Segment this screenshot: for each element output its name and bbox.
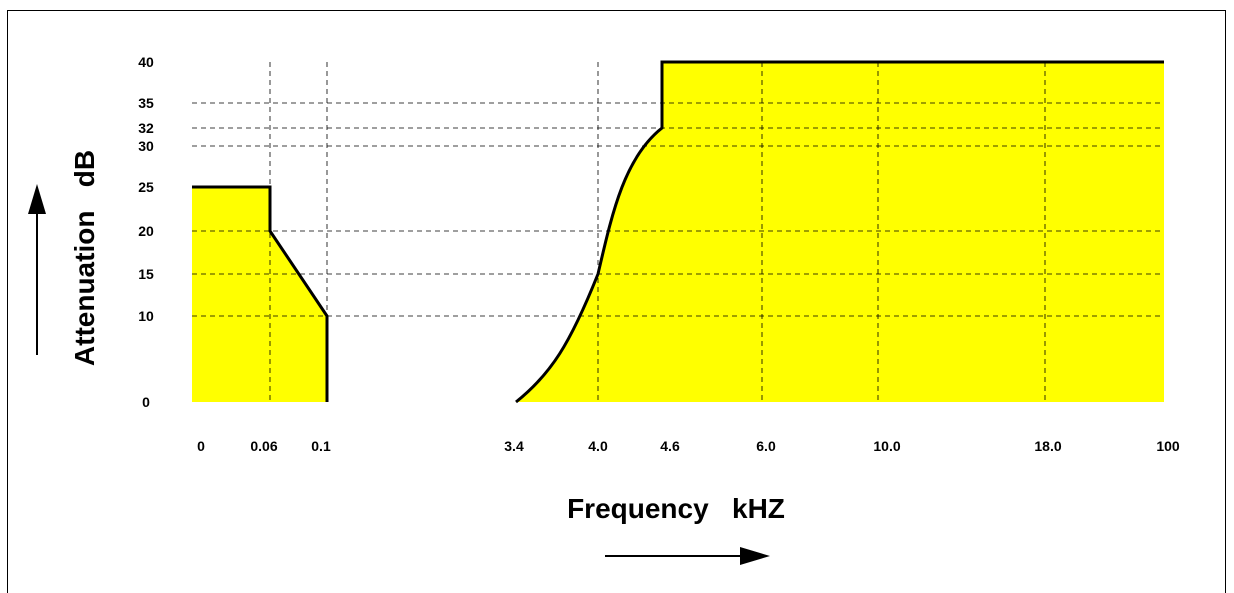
y-tick-label: 25	[138, 179, 154, 195]
series-line-low	[192, 185, 329, 402]
x-tick-label: 4.6	[660, 438, 680, 454]
y-axis-title: Attenuation dB	[69, 150, 100, 366]
x-tick-label: 0	[197, 438, 205, 454]
x-tick-label: 0.1	[311, 438, 331, 454]
x-tick-label: 10.0	[873, 438, 900, 454]
x-tick-labels: 0 0.06 0.1 3.4 4.0 4.6 6.0 10.0 18.0 100	[197, 438, 1180, 454]
x-axis-title: Frequency kHZ	[567, 493, 785, 524]
y-tick-labels: 0 10 15 20 25 30 32 35 40	[138, 54, 154, 410]
x-tick-label: 100	[1156, 438, 1180, 454]
y-tick-label: 35	[138, 95, 154, 111]
fill-layer	[192, 62, 1164, 402]
x-tick-label: 3.4	[504, 438, 524, 454]
x-tick-label: 4.0	[588, 438, 608, 454]
y-tick-label: 32	[138, 120, 154, 136]
y-tick-label: 30	[138, 138, 154, 154]
x-tick-label: 0.06	[250, 438, 277, 454]
series-line-high	[515, 60, 1164, 404]
x-tick-label: 6.0	[756, 438, 776, 454]
y-tick-label: 15	[138, 266, 154, 282]
curve-layer	[192, 60, 1164, 404]
grid-layer	[192, 62, 1164, 402]
x-tick-label: 18.0	[1034, 438, 1061, 454]
x-axis-arrow	[605, 547, 770, 565]
y-tick-label: 0	[142, 394, 150, 410]
y-axis-arrow	[28, 184, 46, 355]
y-tick-label: 10	[138, 308, 154, 324]
fill-area-high	[516, 62, 1164, 402]
y-tick-label: 40	[138, 54, 154, 70]
fill-area-low	[192, 187, 327, 402]
y-tick-label: 20	[138, 223, 154, 239]
